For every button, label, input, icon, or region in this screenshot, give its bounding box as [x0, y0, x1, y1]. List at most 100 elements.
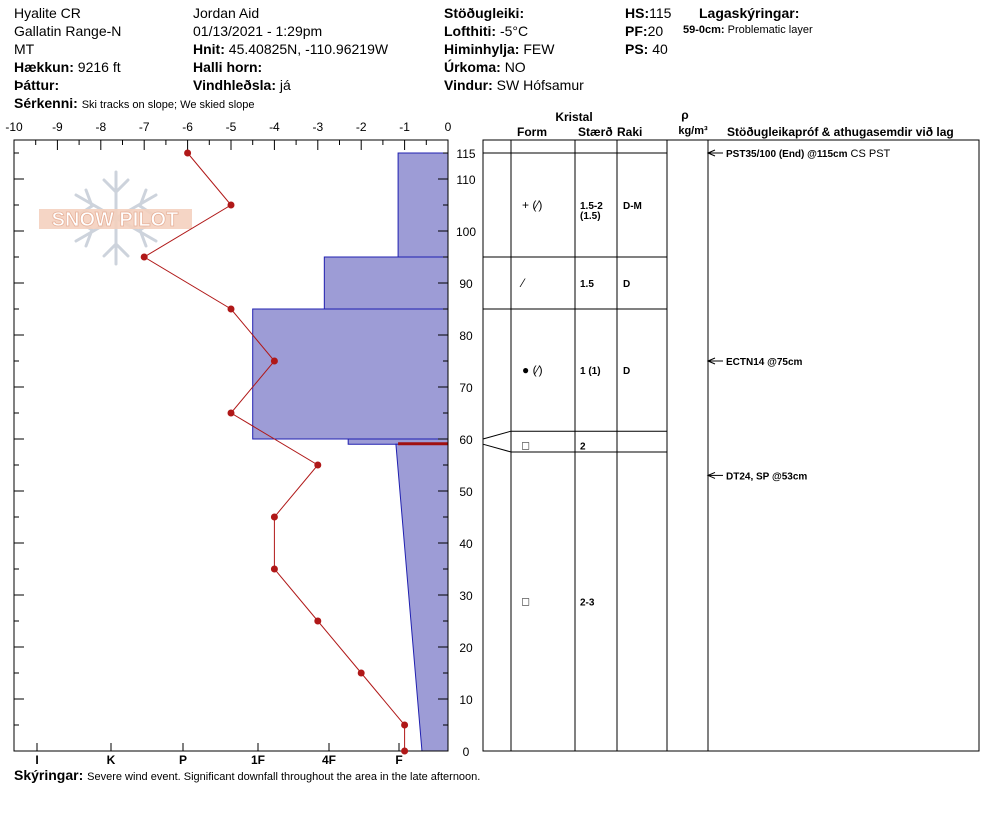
layer-connector [482, 443, 512, 453]
logo-text: SNOW PILOT [52, 209, 179, 231]
temperature-tick-label: 0 [445, 120, 452, 134]
notes: Skýringar: Severe wind event. Significan… [14, 768, 480, 783]
wind-value: SW Hófsamur [496, 77, 584, 93]
wind-loading-value: já [279, 77, 291, 93]
temperature-point [314, 461, 322, 469]
temperature-line [143, 152, 406, 751]
moisture-value: D-M [623, 201, 642, 212]
depth-tick-label: 0 [463, 745, 470, 759]
layer-notes-label: Lagaskýringar: [699, 5, 800, 21]
pf-label: PF: [625, 23, 648, 39]
wind-label: Vindur: [444, 77, 493, 93]
wind-loading: Vindhleðsla: já [193, 78, 291, 92]
hardness-tick-label: 4F [322, 753, 336, 767]
slope-angle: Halli horn: [193, 60, 262, 74]
test-arrowhead-icon [706, 357, 716, 365]
sky-value: FEW [523, 41, 555, 57]
plot-frame [13, 139, 449, 752]
temperature-tick-label: -10 [5, 120, 23, 134]
grain-form-symbol: □ [522, 439, 529, 453]
temperature-tick-label: -9 [52, 120, 63, 134]
depth-tick-label: 20 [459, 641, 473, 655]
temperature-point [401, 747, 409, 755]
stability-test-result: PST35/100 (End) @115cm CS PST [726, 148, 891, 160]
layer-note: 59-0cm: Problematic layer [683, 25, 813, 36]
temperature-point [227, 201, 235, 209]
temperature-hardness-plot: -10 -9 -8 -7 -6 -5 -4 -3 -2 -1 0010203040506070809… [5, 120, 476, 767]
layer-table: Kristal Form Stærð Raki ρ kg/m³ Stöðugleikapró… [482, 108, 980, 752]
depth-tick-label: 70 [459, 381, 473, 395]
hardness-bar [252, 308, 449, 440]
temperature-tick-label: -2 [356, 120, 367, 134]
stability-test-result: ECTN14 @75cm [726, 357, 803, 368]
temperature-tick-label: -1 [399, 120, 410, 134]
depth-tick-label: 100 [456, 225, 476, 239]
stability: Stöðugleiki: [444, 6, 524, 20]
temperature-tick-label: -4 [269, 120, 280, 134]
grain-size: 1.5 [580, 279, 594, 290]
moisture-value: D [623, 279, 630, 290]
precip-label: Úrkoma: [444, 59, 501, 75]
observation-datetime: 01/13/2021 - 1:29pm [193, 23, 323, 39]
sky-cover: Himinhylja: FEW [444, 42, 554, 56]
layer-note-text: Problematic layer [727, 24, 813, 36]
layer-connector [482, 430, 512, 440]
wind-loading-label: Vindhleðsla: [193, 77, 276, 93]
size-header: Stærð [578, 125, 613, 139]
elevation-label: Hækkun: [14, 59, 74, 75]
temperature-point [227, 305, 235, 313]
ski-penetration: PS: 40 [625, 42, 668, 56]
pf-value: 20 [647, 23, 664, 39]
stability-test-result: DT24, SP @53cm [726, 471, 807, 482]
hardness-bar [323, 256, 449, 310]
grain-form-symbol: + (⁄) [522, 198, 542, 212]
hardness-tick-label: 1F [251, 753, 265, 767]
temperature-tick-label: -6 [182, 120, 193, 134]
tests-header: Stöðugleikapróf & athugasemdir við lag [727, 125, 954, 139]
temperature-point [270, 565, 278, 573]
test-arrowhead-icon [706, 471, 716, 479]
coordinates: Hnit: 45.40825N, -110.96219W [193, 42, 388, 56]
grain-size-secondary: (1.5) [580, 211, 601, 222]
temperature-point [270, 513, 278, 521]
temperature-point [401, 721, 409, 729]
notes-value: Severe wind event. Significant downfall … [87, 771, 481, 783]
hs-label: HS: [625, 5, 650, 21]
test-arrowhead-icon [706, 149, 716, 157]
grain-form-symbol: ● (⁄) [522, 363, 543, 377]
state: MT [14, 41, 35, 57]
slope-label: Halli horn: [193, 59, 263, 75]
mountain-range: Gallatin Range-N [14, 23, 122, 39]
grain-size: 2-3 [580, 598, 595, 609]
temperature-point [184, 149, 192, 157]
temperature-tick-label: -7 [139, 120, 150, 134]
crystal-header: Kristal [555, 110, 592, 124]
air-temp-value: -5°C [499, 23, 529, 39]
temperature-point [314, 617, 322, 625]
ps-value: 40 [652, 41, 668, 57]
depth-tick-label: 80 [459, 329, 473, 343]
depth-tick-label: 40 [459, 537, 473, 551]
depth-tick-label: 50 [459, 485, 473, 499]
features: Sérkenni: Ski tracks on slope; We skied … [14, 96, 255, 111]
grain-size: 2 [580, 442, 586, 453]
snow-height: HS:115 [625, 6, 671, 20]
wind: Vindur: SW Hófsamur [444, 78, 584, 92]
temperature-point [227, 409, 235, 417]
hardness-tick-label: P [179, 753, 187, 767]
features-value: Ski tracks on slope; We skied slope [81, 99, 255, 111]
grain-size: 1.5-2 [580, 201, 603, 212]
hardness-tick-label: I [35, 753, 38, 767]
temperature-tick-label: -3 [312, 120, 323, 134]
air-temperature: Lofthiti: -5°C [444, 24, 528, 38]
layer-note-range: 59-0cm: [683, 24, 725, 36]
location-name: Hyalite CR [14, 5, 81, 21]
logo-banner [39, 209, 192, 229]
ps-label: PS: [625, 41, 649, 57]
depth-tick-label: 115 [456, 147, 475, 161]
temperature-point [270, 357, 278, 365]
temperature-tick-label: -8 [95, 120, 106, 134]
temperature-point [140, 253, 148, 261]
precip-value: NO [504, 59, 526, 75]
snowpilot-logo: SNOW PILOT [39, 170, 192, 266]
